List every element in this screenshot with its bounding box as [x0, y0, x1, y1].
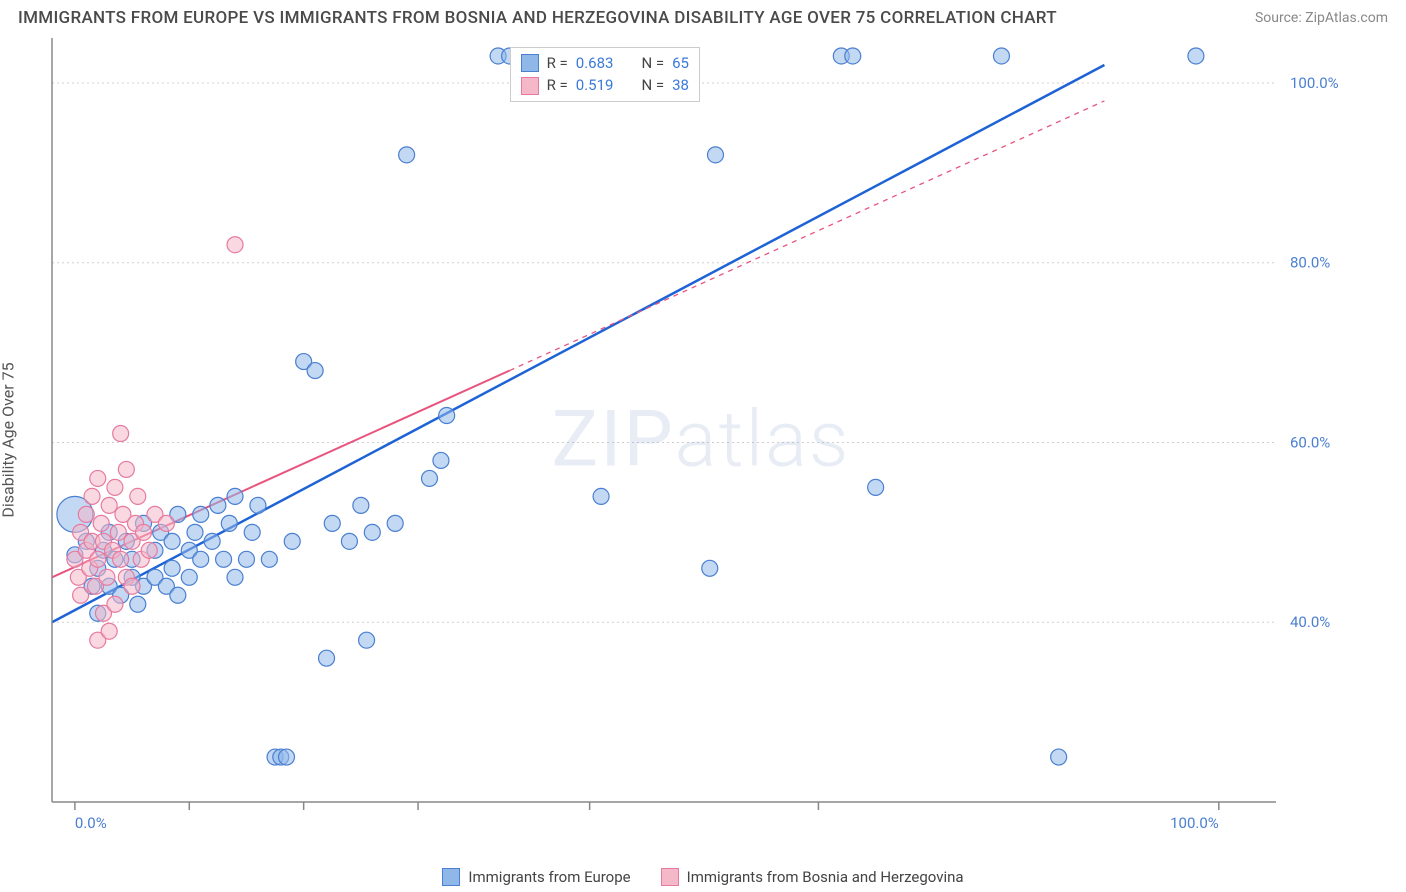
data-point: [707, 147, 723, 163]
stat-row: R = 0.683 N = 65: [521, 52, 689, 75]
data-point: [421, 470, 437, 486]
data-point: [193, 551, 209, 567]
data-point: [227, 488, 243, 504]
data-point: [113, 425, 129, 441]
chart-title: IMMIGRANTS FROM EUROPE VS IMMIGRANTS FRO…: [18, 8, 1057, 28]
x-tick-label: 100.0%: [1170, 814, 1219, 832]
y-tick-label: 60.0%: [1290, 433, 1330, 451]
chart-svg: 40.0% 60.0% 80.0% 100.0% 0.0% 100.0%: [46, 36, 1356, 844]
data-point: [250, 497, 266, 513]
data-point: [110, 524, 126, 540]
data-point: [364, 524, 380, 540]
data-point: [341, 533, 357, 549]
data-point: [187, 524, 203, 540]
stat-r-value: 0.519: [576, 74, 614, 97]
y-tick-label: 40.0%: [1290, 613, 1330, 631]
legend-label: Immigrants from Bosnia and Herzegovina: [687, 868, 964, 886]
trend-line-dash: [510, 101, 1105, 371]
stat-n-label: N =: [641, 52, 664, 75]
data-point: [90, 470, 106, 486]
data-point: [387, 515, 403, 531]
data-point: [399, 147, 415, 163]
data-point: [210, 497, 226, 513]
data-point: [244, 524, 260, 540]
data-point: [101, 623, 117, 639]
y-tick-label: 100.0%: [1290, 74, 1339, 92]
data-point: [99, 569, 115, 585]
x-tick-label: 0.0%: [75, 814, 107, 832]
data-point: [136, 524, 152, 540]
data-point: [107, 596, 123, 612]
data-point: [113, 551, 129, 567]
plot-area: ZIPatlas 40.0%60.0%80.0%100.0%0.0%100.0%…: [46, 36, 1356, 844]
data-point: [845, 48, 861, 64]
stat-n-label: N =: [641, 74, 664, 97]
data-point: [141, 542, 157, 558]
stat-n-value: 38: [672, 74, 689, 97]
data-point: [130, 596, 146, 612]
y-axis-label: Disability Age Over 75: [0, 362, 18, 517]
data-point: [1188, 48, 1204, 64]
data-point: [439, 408, 455, 424]
stat-r-label: R =: [547, 52, 568, 75]
legend-swatch: [521, 77, 539, 95]
y-tick-label: 80.0%: [1290, 254, 1330, 272]
data-point: [702, 560, 718, 576]
data-point: [279, 749, 295, 765]
stat-r-label: R =: [547, 74, 568, 97]
data-point: [170, 587, 186, 603]
data-point: [193, 506, 209, 522]
data-point: [993, 48, 1009, 64]
data-point: [227, 237, 243, 253]
data-point: [261, 551, 277, 567]
legend-item: Immigrants from Europe: [442, 868, 630, 886]
data-point: [433, 452, 449, 468]
chart-area: Disability Age Over 75 ZIPatlas 40.0%60.…: [0, 36, 1406, 844]
legend-swatch: [442, 868, 460, 886]
chart-header: IMMIGRANTS FROM EUROPE VS IMMIGRANTS FRO…: [0, 0, 1406, 32]
data-point: [204, 533, 220, 549]
data-point: [284, 533, 300, 549]
data-point: [93, 515, 109, 531]
data-point: [73, 587, 89, 603]
legend-swatch: [661, 868, 679, 886]
data-point: [324, 515, 340, 531]
data-point: [227, 569, 243, 585]
data-point: [158, 515, 174, 531]
data-point: [359, 632, 375, 648]
legend-item: Immigrants from Bosnia and Herzegovina: [661, 868, 964, 886]
data-point: [130, 488, 146, 504]
data-point: [107, 479, 123, 495]
data-point: [307, 363, 323, 379]
data-point: [84, 488, 100, 504]
data-point: [1051, 749, 1067, 765]
data-point: [124, 578, 140, 594]
stat-row: R = 0.519 N = 38: [521, 74, 689, 97]
data-point: [164, 533, 180, 549]
stat-legend: R = 0.683 N = 65 R = 0.519 N = 38: [510, 47, 700, 102]
data-point: [90, 551, 106, 567]
data-point: [868, 479, 884, 495]
legend-label: Immigrants from Europe: [468, 868, 630, 886]
data-point: [181, 569, 197, 585]
data-point: [593, 488, 609, 504]
data-point: [101, 497, 117, 513]
data-point: [221, 515, 237, 531]
data-point: [319, 650, 335, 666]
data-point: [353, 497, 369, 513]
stat-n-value: 65: [672, 52, 689, 75]
stat-r-value: 0.683: [576, 52, 614, 75]
bottom-legend: Immigrants from Europe Immigrants from Bo…: [0, 868, 1406, 886]
data-point: [238, 551, 254, 567]
legend-swatch: [521, 54, 539, 72]
data-point: [216, 551, 232, 567]
data-point: [164, 560, 180, 576]
data-point: [78, 506, 94, 522]
data-point: [118, 461, 134, 477]
source-label: Source: ZipAtlas.com: [1255, 10, 1388, 26]
